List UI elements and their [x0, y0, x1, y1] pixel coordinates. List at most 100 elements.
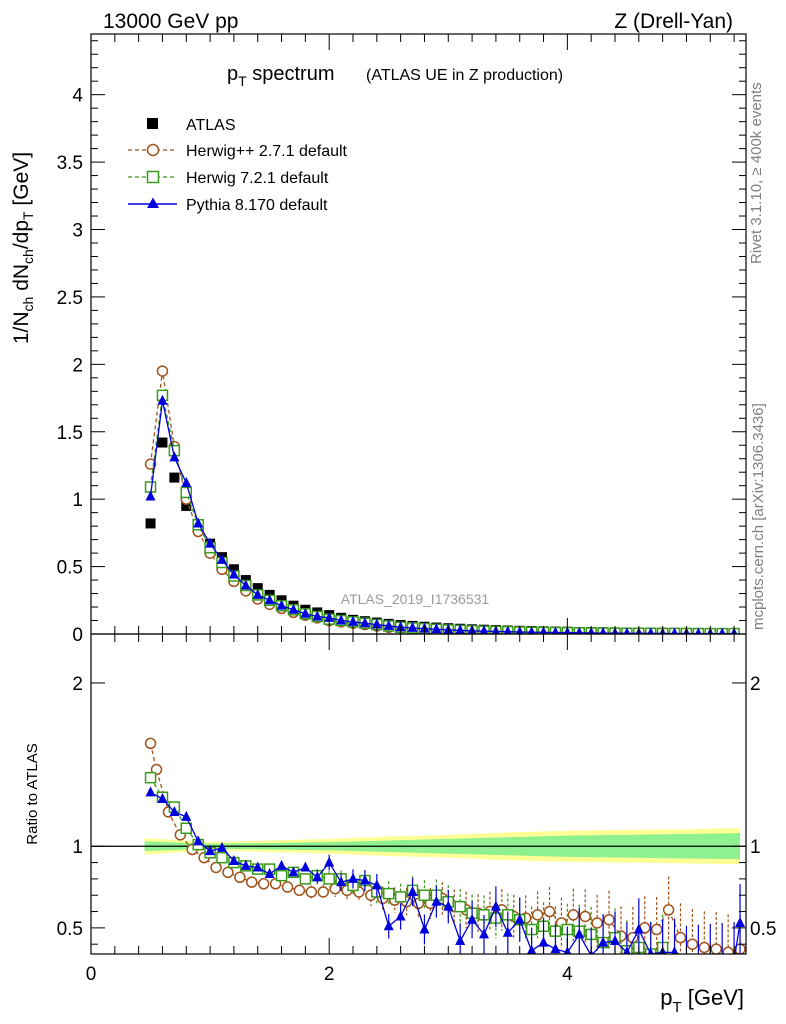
ratio-axis-label: Ratio to ATLAS — [24, 743, 41, 844]
ratio-point-herwigpp — [317, 886, 329, 898]
ratio-point-pythia — [729, 955, 739, 965]
ratio-point-pythia — [735, 916, 746, 927]
ratio-point-pythia — [371, 879, 382, 890]
ratio-point-herwigpp — [246, 876, 258, 888]
ratio-point-herwigpp — [281, 881, 294, 893]
main-point-pythia — [575, 626, 583, 634]
ratio-point-pythia — [670, 946, 679, 954]
legend-label-herwig7: Herwig 7.2.1 default — [186, 170, 329, 187]
ratio-plot-data — [144, 737, 746, 965]
ratio-point-herwigpp — [210, 861, 222, 874]
ratio-point-herwigpp — [144, 737, 157, 750]
mcplots-label: mcplots.cern.ch [arXiv:1306.3436] — [750, 403, 767, 630]
ratio-y-tick-label-right: 2 — [750, 674, 761, 695]
ratio-point-pythia — [419, 923, 430, 934]
main-point-pythia — [407, 621, 418, 632]
ratio-point-pythia — [431, 895, 442, 906]
ratio-point-pythia — [336, 876, 347, 887]
main-point-pythia — [359, 617, 370, 628]
rivet-label: Rivet 3.1.10, ≥ 400k events — [748, 82, 765, 264]
legend-marker-herwigpp — [146, 143, 160, 157]
main-point-pythia — [276, 599, 287, 610]
ratio-point-herwigpp — [674, 931, 687, 944]
ratio-point-herwigpp — [698, 941, 711, 954]
ratio-point-pythia — [514, 913, 525, 924]
ratio-point-pythia — [288, 866, 299, 877]
ratio-point-herwigpp — [591, 917, 603, 929]
ratio-point-herwig7 — [275, 869, 288, 882]
ratio-point-pythia — [240, 859, 251, 870]
x-tick-label: 4 — [562, 964, 573, 985]
main-point-pythia — [336, 614, 347, 625]
main-point-pythia — [599, 627, 607, 634]
ratio-point-herwigpp — [293, 884, 306, 897]
ratio-point-herwig7 — [323, 873, 335, 885]
ratio-point-pythia — [705, 955, 715, 965]
main-point-pythia — [205, 537, 216, 548]
legend-entry-pythia: Pythia 8.170 default — [128, 197, 328, 214]
main-point-pythia — [324, 611, 335, 622]
main-point-herwigpp — [144, 458, 157, 470]
ratio-point-pythia — [693, 955, 703, 965]
legend: ATLAS Herwig++ 2.7.1 default Herwig 7.2.… — [128, 117, 348, 214]
ratio-point-pythia — [598, 936, 609, 947]
main-point-pythia — [431, 623, 442, 634]
main-point-pythia — [695, 627, 702, 634]
ratio-point-herwigpp — [222, 866, 234, 879]
main-series-atlas — [145, 437, 740, 634]
main-point-pythia — [169, 451, 180, 462]
ratio-point-pythia — [623, 946, 631, 954]
y-tick-label: 3.5 — [57, 153, 83, 174]
main-point-pythia — [300, 607, 311, 618]
main-point-pythia — [527, 626, 536, 634]
main-point-atlas — [157, 437, 168, 448]
ratio-point-pythia — [407, 885, 418, 896]
y-tick-label: 4 — [72, 86, 83, 107]
y-tick-label: 3 — [72, 221, 83, 242]
ratio-point-pythia — [455, 934, 466, 945]
main-point-pythia — [718, 627, 726, 634]
ratio-point-pythia — [145, 786, 156, 797]
legend-label-herwigpp: Herwig++ 2.7.1 default — [186, 143, 348, 160]
ratio-point-pythia — [252, 861, 263, 872]
main-point-pythia — [503, 625, 512, 634]
analysis-watermark: ATLAS_2019_I1736531 — [341, 591, 490, 607]
main-point-herwigpp — [156, 365, 169, 377]
ratio-point-herwig7 — [418, 889, 431, 901]
ratio-point-pythia — [395, 910, 406, 921]
legend-marker-atlas — [147, 118, 158, 129]
y-tick-label: 0 — [72, 625, 83, 646]
ratio-point-pythia — [574, 928, 585, 939]
ratio-point-herwigpp — [722, 946, 734, 954]
ratio-point-pythia — [193, 835, 204, 846]
energy-label: 13000 GeV pp — [103, 10, 238, 33]
ratio-series-pythia — [145, 786, 746, 965]
ratio-point-pythia — [205, 845, 216, 856]
main-point-pythia — [348, 615, 358, 626]
main-point-atlas — [181, 500, 192, 511]
ratio-point-herwigpp — [686, 938, 699, 950]
ratio-point-pythia — [681, 955, 691, 965]
ratio-point-pythia — [502, 926, 513, 937]
main-point-pythia — [371, 618, 382, 629]
ratio-point-herwigpp — [603, 913, 615, 926]
ratio-point-herwigpp — [710, 943, 722, 954]
ratio-y-tick-label: 2 — [72, 674, 83, 695]
x-tick-label: 0 — [86, 964, 97, 985]
main-point-pythia — [312, 610, 323, 621]
y-tick-label: 1.5 — [57, 423, 83, 444]
main-point-pythia — [455, 624, 466, 634]
main-point-pythia — [264, 594, 275, 605]
legend-entry-atlas: ATLAS — [147, 117, 236, 134]
main-point-pythia — [181, 476, 192, 487]
ratio-point-herwigpp — [543, 905, 556, 918]
ratio-point-pythia — [490, 900, 501, 911]
main-point-pythia — [551, 626, 560, 634]
ratio-point-herwig7 — [216, 851, 228, 864]
ratio-point-pythia — [527, 944, 537, 954]
main-point-atlas — [145, 518, 156, 529]
ratio-frame — [90, 633, 747, 955]
main-point-pythia — [145, 490, 156, 501]
legend-label-pythia: Pythia 8.170 default — [186, 197, 328, 214]
